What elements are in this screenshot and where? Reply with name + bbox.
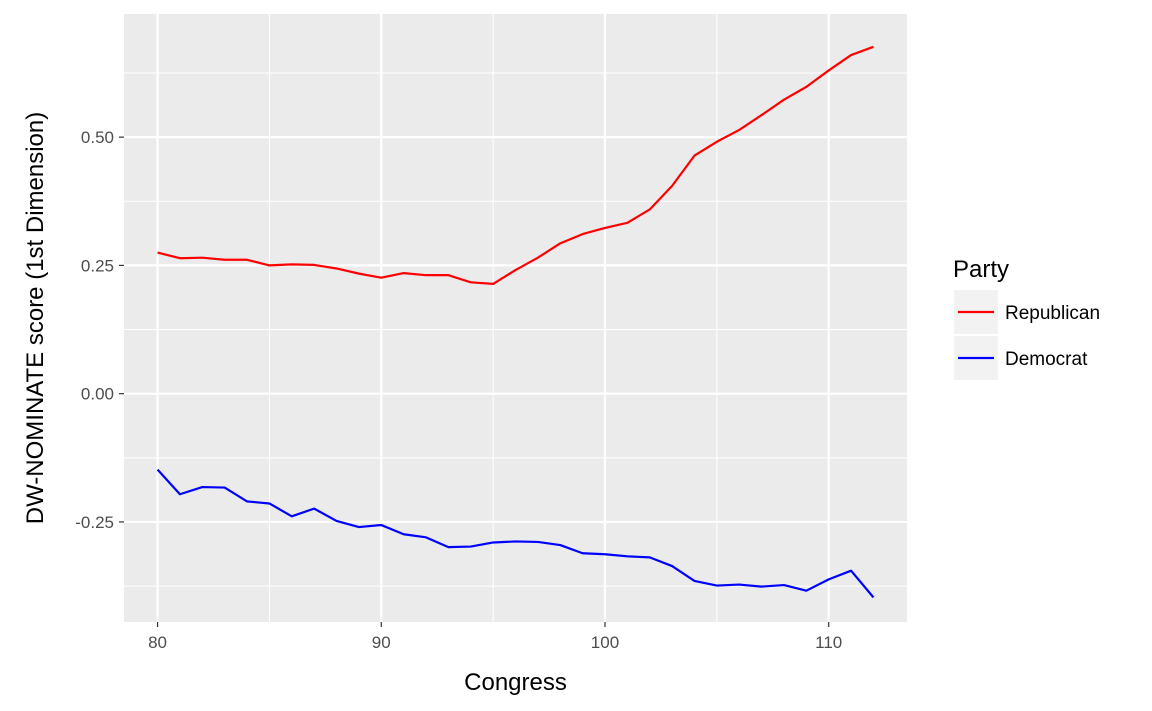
legend: Party Republican Democrat bbox=[953, 256, 1100, 380]
x-tick-label: 100 bbox=[591, 633, 619, 652]
y-axis: -0.25 0.00 0.25 0.50 bbox=[75, 128, 124, 532]
grid-major bbox=[124, 14, 907, 622]
series-line-republican bbox=[157, 45, 874, 285]
x-axis-title: Congress bbox=[464, 669, 567, 696]
series-lines bbox=[156, 45, 875, 599]
y-tick-label: 0.00 bbox=[81, 385, 114, 404]
plot-panel bbox=[124, 14, 907, 622]
x-tick-label: 90 bbox=[372, 633, 391, 652]
grid-minor bbox=[124, 14, 907, 622]
y-axis-title: DW-NOMINATE score (1st Dimension) bbox=[22, 112, 49, 525]
legend-title: Party bbox=[953, 256, 1009, 283]
y-tick-label: 0.50 bbox=[81, 128, 114, 147]
series-line-democrat bbox=[156, 468, 875, 599]
x-tick-label: 110 bbox=[815, 633, 842, 652]
y-tick-label: 0.25 bbox=[81, 256, 114, 275]
x-tick-label: 80 bbox=[148, 633, 167, 652]
legend-label: Republican bbox=[1005, 303, 1100, 324]
x-axis: 80 90 100 110 bbox=[148, 622, 842, 652]
y-tick-label: -0.25 bbox=[75, 513, 114, 532]
legend-label: Democrat bbox=[1005, 349, 1088, 370]
